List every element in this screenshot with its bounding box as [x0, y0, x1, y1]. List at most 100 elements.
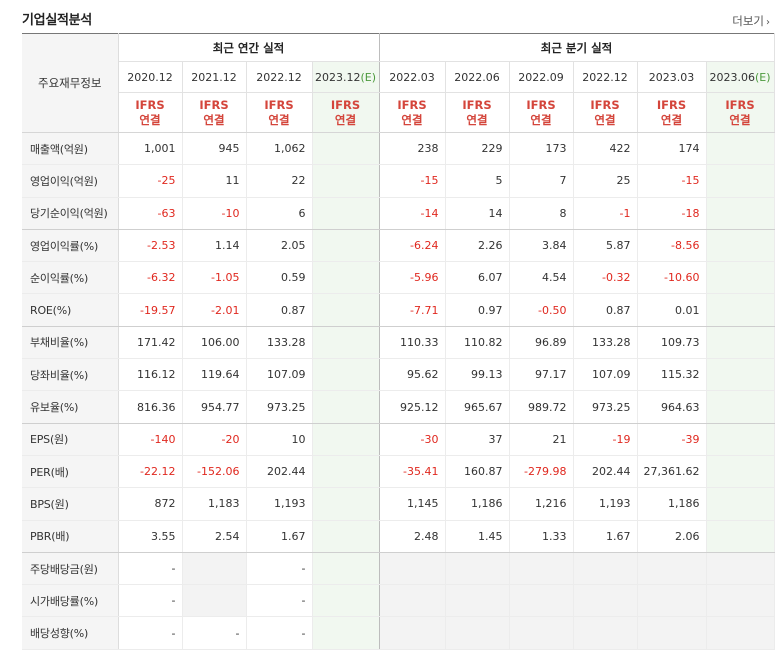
table-cell [445, 552, 510, 586]
table-cell: 965.67 [445, 390, 510, 424]
ifrs-badge: IFRS 연결 [637, 92, 707, 133]
table-cell [509, 616, 574, 650]
table-cell [509, 552, 574, 586]
table-cell [312, 487, 380, 521]
ifrs-label: IFRS [656, 97, 687, 112]
table-cell: 816.36 [118, 390, 183, 424]
table-cell: 925.12 [379, 390, 446, 424]
period-label: 2022.03 [389, 70, 435, 84]
table-cell: 0.01 [637, 293, 707, 327]
table-cell [379, 584, 446, 618]
estimate-mark: (E) [754, 70, 771, 84]
table-cell: -30 [379, 423, 446, 456]
row-label: 영업이익(억원) [22, 164, 119, 198]
table-cell: 1,183 [182, 487, 247, 521]
consolidated-label: 연결 [268, 112, 290, 127]
table-cell [706, 584, 775, 618]
table-cell: 964.63 [637, 390, 707, 424]
period-label: 2023.06 [709, 70, 755, 84]
row-label: PER(배) [22, 455, 119, 489]
period-header: 2020.12 [118, 61, 183, 93]
table-cell: 97.17 [509, 358, 574, 392]
table-cell: 4.54 [509, 261, 574, 295]
ifrs-badge: IFRS 연결 [445, 92, 510, 133]
table-cell: -20 [182, 423, 247, 456]
period-header: 2023.06(E) [706, 61, 775, 93]
row-label: ROE(%) [22, 293, 119, 327]
table-cell: 1,001 [118, 132, 183, 166]
table-cell: 25 [573, 164, 638, 198]
table-cell [312, 552, 380, 586]
table-cell [637, 552, 707, 586]
consolidated-label: 연결 [139, 112, 161, 127]
table-cell: 6 [246, 197, 313, 230]
table-cell: -140 [118, 423, 183, 456]
table-cell: -152.06 [182, 455, 247, 489]
table-cell [706, 390, 775, 424]
table-cell: -7.71 [379, 293, 446, 327]
table-cell: -5.96 [379, 261, 446, 295]
table-cell [312, 164, 380, 198]
row-label: 배당성향(%) [22, 616, 119, 650]
table-cell [312, 616, 380, 650]
financial-table: 주요재무정보 최근 연간 실적 최근 분기 실적 2020.12 2021.12 2… [22, 33, 775, 650]
table-cell [706, 229, 775, 263]
table-cell: -1 [573, 197, 638, 230]
table-cell [706, 455, 775, 489]
table-cell: 2.26 [445, 229, 510, 263]
ifrs-label: IFRS [725, 97, 755, 112]
table-cell: 106.00 [182, 326, 247, 360]
table-cell: - [246, 552, 313, 586]
table-cell [706, 164, 775, 198]
period-label: 2023.03 [648, 70, 695, 84]
table-cell [445, 616, 510, 650]
table-cell: 174 [637, 132, 707, 166]
more-link[interactable]: 더보기 › [732, 13, 770, 29]
table-cell: - [246, 616, 313, 650]
ifrs-label: IFRS [590, 97, 620, 112]
table-cell: 422 [573, 132, 638, 166]
consolidated-label: 연결 [401, 112, 423, 127]
table-cell: - [246, 584, 313, 618]
table-cell: 0.87 [246, 293, 313, 327]
table-cell: 10 [246, 423, 313, 456]
table-cell: 27,361.62 [637, 455, 707, 489]
more-label: 더보기 [732, 14, 764, 28]
consolidated-label: 연결 [203, 112, 225, 127]
table-cell [312, 132, 380, 166]
table-cell [312, 326, 380, 360]
table-cell: 107.09 [573, 358, 638, 392]
period-label: 2023.12 [314, 70, 361, 84]
table-row: 순이익률(%) -6.32 -1.05 0.59 -5.96 6.07 4.54 -0.32-… [22, 261, 775, 295]
row-label: 순이익률(%) [22, 261, 119, 295]
table-row: PER(배) -22.12 -152.06 202.44 -35.41 160.87 -27… [22, 455, 775, 489]
table-cell: 160.87 [445, 455, 510, 489]
table-cell: 14 [445, 197, 510, 230]
row-label: BPS(원) [22, 487, 119, 521]
table-cell: 0.97 [445, 293, 510, 327]
table-cell [312, 197, 380, 230]
table-cell: -14 [379, 197, 446, 230]
table-cell [706, 358, 775, 392]
period-label: 2022.12 [256, 70, 302, 84]
table-cell [312, 455, 380, 489]
table-cell: 3.84 [509, 229, 574, 263]
table-cell: 1.14 [182, 229, 247, 263]
table-cell: 954.77 [182, 390, 247, 424]
table-cell: -15 [637, 164, 707, 198]
consolidated-label: 연결 [594, 112, 616, 127]
table-cell: 171.42 [118, 326, 183, 360]
row-label: 주당배당금(원) [22, 552, 119, 586]
label-header: 주요재무정보 [22, 33, 119, 133]
table-cell: -0.32 [573, 261, 638, 295]
table-cell [312, 390, 380, 424]
table-cell [312, 423, 380, 456]
table-cell: 973.25 [573, 390, 638, 424]
period-header: 2023.03 [637, 61, 707, 93]
table-cell: 1,062 [246, 132, 313, 166]
period-header: 2023.12(E) [312, 61, 380, 93]
table-cell: 173 [509, 132, 574, 166]
table-cell: 115.32 [637, 358, 707, 392]
table-cell: 109.73 [637, 326, 707, 360]
table-row: 매출액(억원) 1,001 945 1,062 238 229 173 422 174 [22, 132, 775, 166]
